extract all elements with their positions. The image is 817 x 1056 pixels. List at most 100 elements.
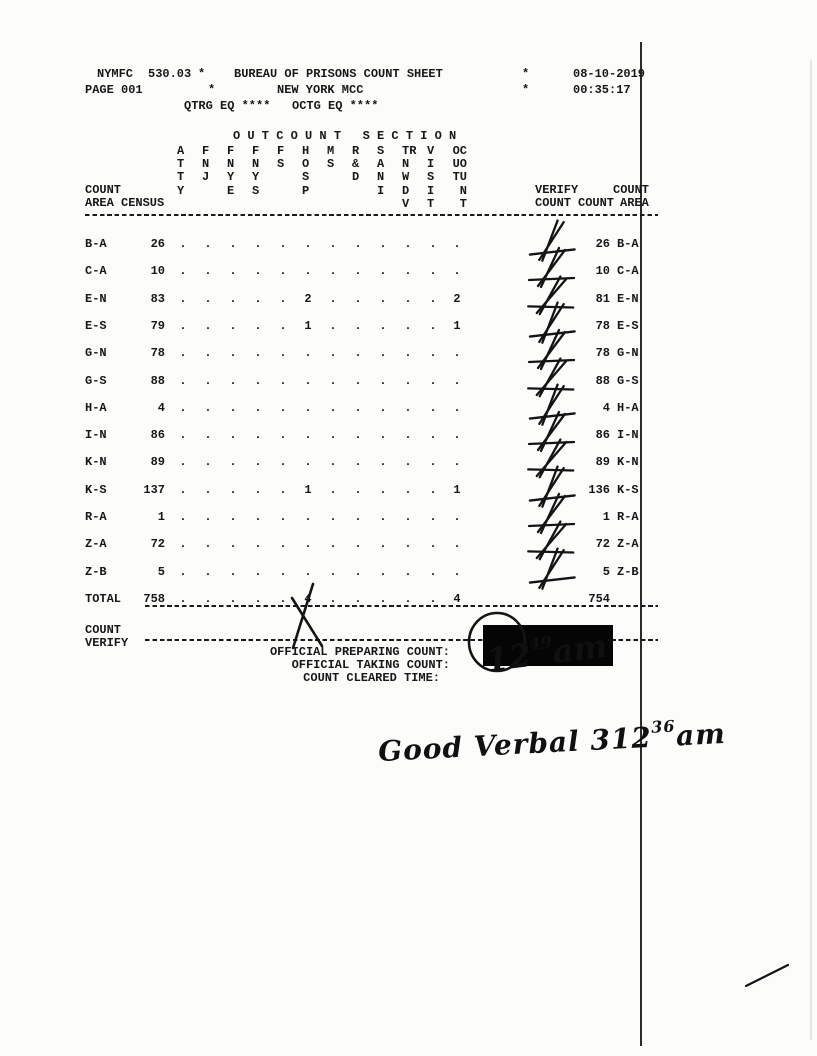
count-area-label-right: B-A [617,237,639,251]
column-letter: S [302,170,310,185]
column-letter: S [377,144,385,158]
census-value: 86 [150,428,165,443]
column-letter: T [177,157,185,172]
dot-mark: . [379,564,387,579]
outcount-value: 1 [304,482,312,497]
census-value: 10 [150,264,165,279]
dot-mark: . [429,510,437,524]
table-row: E-N 83 ..... 2..... 2 81 E-N [0,274,817,319]
verify-count-value: 81 [595,291,610,306]
column-letter: T [427,196,435,211]
dot-mark: . [379,346,387,361]
header-separator-line [85,214,658,216]
dot-mark: . [453,373,461,388]
count-area-label-right: K-N [617,455,639,470]
dot-mark: . [229,400,237,415]
outcount-value: 1 [304,318,312,333]
dot-mark: . [354,318,362,333]
table-row: G-S 88 ............ 88 G-S [0,356,817,401]
form-code: NYMFC [97,67,134,81]
column-letter: UO [452,157,467,172]
count-area-label: TOTAL [85,591,122,606]
dot-mark: . [229,346,237,361]
column-letter: S [277,157,285,172]
dot-mark: . [404,455,412,470]
dot-mark: . [329,264,337,279]
column-letter: Y [177,183,185,198]
star-separator: * [522,67,530,81]
dot-mark: . [379,428,387,443]
count-area-label: E-S [85,318,107,333]
dot-mark: . [204,346,212,361]
count-cleared-time-label: COUNT CLEARED TIME: [303,671,440,685]
dot-mark: . [404,237,412,251]
count-area-label: G-S [85,373,107,388]
dot-mark: . [404,591,412,606]
dot-mark: . [329,373,337,388]
count-header: COUNT [578,196,615,210]
dot-mark: . [354,291,362,306]
dot-mark: . [279,510,287,524]
verify-count-value: 1 [602,510,610,524]
dot-mark: . [379,455,387,470]
count-area-right-header-line1: COUNT [613,183,650,197]
dot-mark: . [204,537,212,552]
qtrg-eq-label: QTRG EQ **** [184,99,271,113]
dot-mark: . [179,237,187,251]
dot-mark: . [279,318,287,333]
column-letter: M [327,144,335,158]
dot-mark: . [404,264,412,279]
verify-count-value: 754 [588,591,610,606]
dot-mark: . [179,564,187,579]
column-letter: TU [452,170,467,185]
dot-mark: . [453,237,461,251]
dot-mark: . [429,373,437,388]
verify-checkmark [528,383,576,426]
count-area-label: K-S [85,482,107,497]
count-area-label: R-A [85,510,107,524]
verify-checkmark [527,438,575,479]
column-letter: N [252,157,260,172]
count-verify-label-line2: VERIFY [85,636,129,650]
table-row: TOTAL 758 .....4.....4 754 [0,592,817,619]
count-area-label-right: G-N [617,346,639,361]
dot-mark: . [429,564,437,579]
count-area-label: C-A [85,264,107,279]
census-value: 137 [143,482,165,497]
column-letter: T [177,170,185,185]
handwritten-note-main: Good Verbal 312 [377,720,653,769]
handwritten-note-superscript: 36 [650,716,676,737]
outcount-column-header: OC UO TU N T [451,144,467,211]
dot-mark: . [329,400,337,415]
count-area-label-right: C-A [617,264,639,279]
dot-mark: . [179,537,187,552]
census-value: 1 [157,510,165,524]
count-area-header-line2: AREA [85,196,114,210]
handwritten-note: Good Verbal 31236am [377,716,726,769]
dot-mark: . [204,564,212,579]
official-preparing-count-label: OFFICIAL PREPARING COUNT: [269,645,450,659]
star-separator: * [522,83,530,97]
verify-count-value: 89 [595,455,610,470]
dot-mark: . [429,455,437,470]
column-letter: O [302,157,310,172]
dot-mark: . [204,510,212,524]
column-letter: & [352,157,360,172]
outcount-value: 2 [453,291,461,306]
table-row: Z-B 5 ............ 5 Z-B [0,547,817,592]
column-letter: P [302,183,310,198]
column-letter: F [252,144,260,158]
count-area-label-right: I-N [617,428,639,443]
dot-mark: . [429,237,437,251]
verify-count-header-line2: COUNT [535,196,572,210]
column-letter: S [327,157,335,172]
column-letter: E [227,183,235,198]
dot-mark: . [329,564,337,579]
dot-mark: . [229,510,237,524]
dot-mark: . [304,264,312,279]
column-letter: Y [227,170,235,185]
count-area-label: I-N [85,428,107,443]
dot-mark: . [279,291,287,306]
report-time: 00:35:17 [573,83,631,97]
